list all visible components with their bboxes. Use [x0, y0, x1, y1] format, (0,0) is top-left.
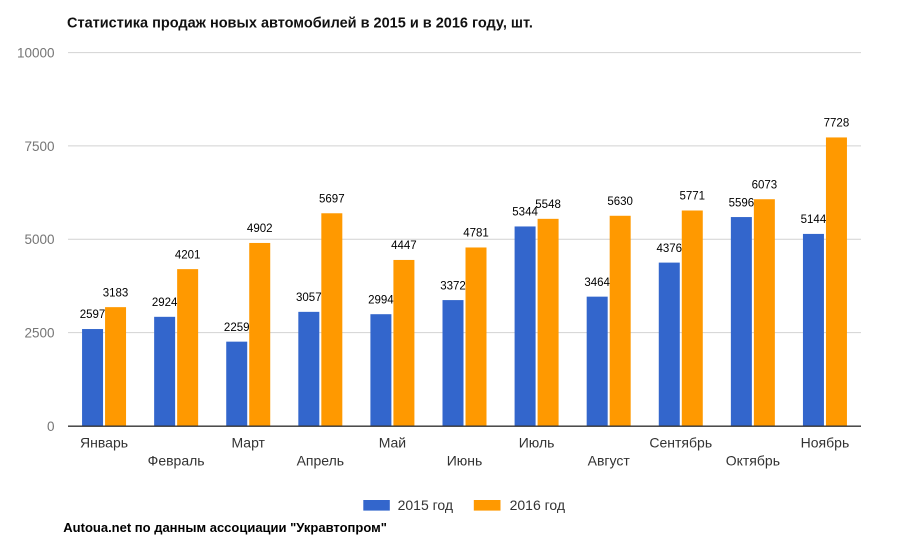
svg-text:2924: 2924 — [152, 297, 178, 309]
svg-text:5344: 5344 — [512, 207, 538, 219]
svg-text:Март: Март — [231, 435, 265, 451]
svg-text:3183: 3183 — [103, 287, 129, 299]
svg-text:5630: 5630 — [607, 196, 633, 208]
svg-text:5000: 5000 — [24, 232, 54, 247]
svg-text:4376: 4376 — [656, 243, 682, 255]
svg-text:Январь: Январь — [80, 435, 128, 451]
svg-text:3057: 3057 — [296, 292, 322, 304]
svg-text:5697: 5697 — [319, 193, 345, 205]
svg-text:Август: Август — [588, 453, 631, 469]
svg-text:2259: 2259 — [224, 322, 250, 334]
svg-text:0: 0 — [47, 419, 55, 434]
svg-text:6073: 6073 — [752, 179, 778, 191]
svg-text:Май: Май — [379, 435, 406, 451]
svg-text:Июнь: Июнь — [447, 453, 483, 469]
svg-text:7500: 7500 — [24, 139, 54, 154]
svg-text:Октябрь: Октябрь — [726, 453, 780, 469]
svg-text:Апрель: Апрель — [297, 453, 345, 469]
svg-text:Июль: Июль — [519, 435, 555, 451]
svg-text:4447: 4447 — [391, 240, 417, 252]
svg-text:5144: 5144 — [801, 214, 827, 226]
svg-text:5596: 5596 — [729, 197, 755, 209]
svg-text:5771: 5771 — [679, 191, 705, 203]
svg-text:Ноябрь: Ноябрь — [801, 435, 850, 451]
svg-text:3464: 3464 — [584, 277, 610, 289]
svg-text:4201: 4201 — [175, 249, 201, 261]
svg-text:4902: 4902 — [247, 223, 273, 235]
svg-text:Autoua.net по данным ассоциаци: Autoua.net по данным ассоциации "Укравто… — [63, 520, 387, 535]
svg-text:2500: 2500 — [24, 325, 54, 340]
svg-text:2597: 2597 — [80, 309, 106, 321]
svg-text:Статистика продаж новых автомо: Статистика продаж новых автомобилей в 20… — [67, 16, 533, 32]
svg-text:10000: 10000 — [17, 45, 55, 60]
svg-text:5548: 5548 — [535, 199, 561, 211]
svg-text:Сентябрь: Сентябрь — [649, 435, 712, 451]
svg-text:2015 год: 2015 год — [398, 497, 453, 513]
svg-text:4781: 4781 — [463, 228, 489, 240]
svg-text:7728: 7728 — [824, 118, 850, 130]
svg-text:2016 год: 2016 год — [510, 497, 565, 513]
svg-text:Февраль: Февраль — [148, 453, 205, 469]
svg-text:2994: 2994 — [368, 294, 394, 306]
svg-text:3372: 3372 — [440, 280, 466, 292]
